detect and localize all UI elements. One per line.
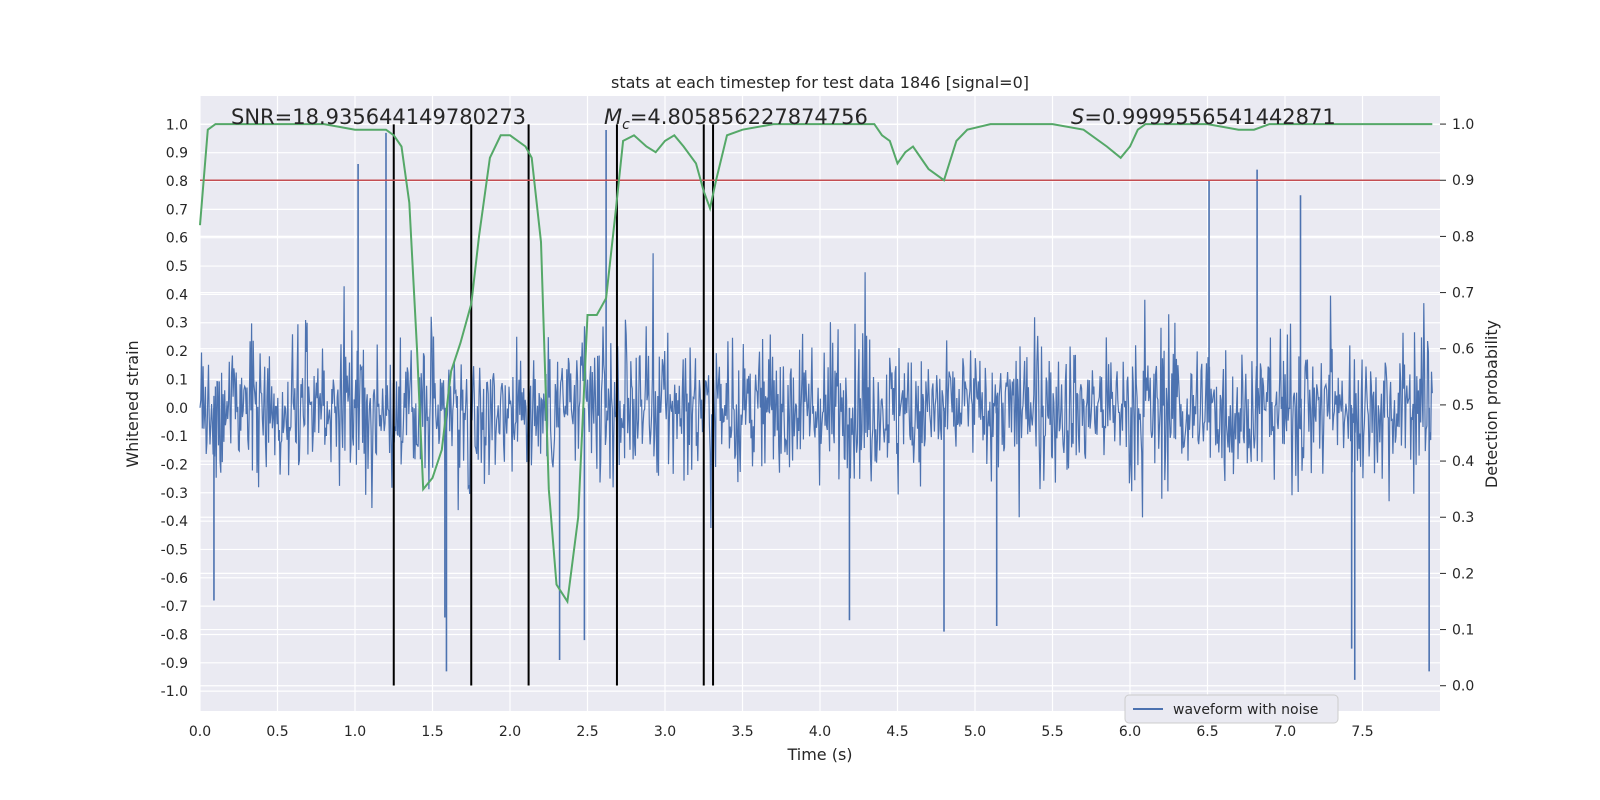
score-symbol: S bbox=[1071, 105, 1084, 129]
y-tick-label: -0.6 bbox=[161, 571, 188, 587]
y-tick-label-right: 0.3 bbox=[1452, 510, 1474, 526]
y-ticks-right: 1.0 0.9 0.8 0.7 0.6 0.5 0.4 0.3 0.2 0.1 0.0 bbox=[1440, 117, 1474, 695]
y-tick-label: 0.9 bbox=[166, 146, 188, 162]
y-tick-label: 0.7 bbox=[166, 202, 188, 218]
y-tick-label: 1.0 bbox=[166, 117, 188, 133]
y-tick-label: 0.4 bbox=[166, 287, 188, 303]
chirp-mass-annotation: Mc=4.805856227874756 bbox=[604, 105, 868, 133]
chart-title: stats at each timestep for test data 184… bbox=[611, 73, 1029, 92]
y-axis-label: Whitened strain bbox=[123, 340, 142, 467]
y-tick-label: 0.6 bbox=[166, 231, 188, 247]
legend-box bbox=[1124, 694, 1339, 724]
y-tick-label: -0.3 bbox=[161, 486, 188, 502]
y-tick-label: 0.1 bbox=[166, 372, 188, 388]
x-ticks: 0.0 0.5 1.0 1.5 2.0 2.5 3.0 3.5 4.0 4.5 5.0 5.5 6.0 6… bbox=[189, 724, 1374, 740]
legend-label: waveform with noise bbox=[1173, 702, 1318, 718]
x-tick-label: 1.0 bbox=[344, 724, 366, 740]
x-tick-label: 6.0 bbox=[1119, 724, 1141, 740]
y-axis-label-right: Detection probability bbox=[1482, 320, 1501, 488]
y-tick-label: -0.7 bbox=[161, 599, 188, 615]
x-tick-label: 0.0 bbox=[189, 724, 211, 740]
y-tick-label: 0.0 bbox=[166, 401, 188, 417]
noise-series bbox=[199, 130, 1433, 680]
chirp-mass-value: =4.805856227874756 bbox=[630, 105, 868, 129]
y-tick-label-right: 0.4 bbox=[1452, 454, 1474, 470]
y-ticks-left: 1.0 0.9 0.8 0.7 0.6 0.5 0.4 0.3 0.2 0.1 0.0 -0.1 -0.… bbox=[161, 117, 188, 700]
y-tick-label: -1.0 bbox=[161, 684, 188, 700]
x-tick-label: 4.5 bbox=[886, 724, 908, 740]
y-tick-label: 0.8 bbox=[166, 174, 188, 190]
y-tick-label: -0.1 bbox=[161, 429, 188, 445]
y-tick-label-right: 0.0 bbox=[1452, 679, 1474, 695]
y-tick-label: 0.2 bbox=[166, 344, 188, 360]
x-tick-label: 3.0 bbox=[654, 724, 676, 740]
y-tick-label-right: 0.1 bbox=[1452, 623, 1474, 639]
y-tick-label-right: 0.6 bbox=[1452, 342, 1474, 358]
y-tick-label-right: 0.8 bbox=[1452, 229, 1474, 245]
snr-annotation: SNR=18.935644149780273 bbox=[231, 105, 526, 129]
y-tick-label-right: 0.7 bbox=[1452, 286, 1474, 302]
noise-waveform bbox=[199, 253, 1433, 529]
y-tick-label-right: 1.0 bbox=[1452, 117, 1474, 133]
vertical-markers bbox=[392, 124, 715, 686]
x-tick-label: 2.5 bbox=[576, 724, 598, 740]
x-tick-label: 0.5 bbox=[266, 724, 288, 740]
x-tick-label: 5.5 bbox=[1041, 724, 1063, 740]
y-tick-label: -0.2 bbox=[161, 457, 188, 473]
chirp-mass-subscript: c bbox=[622, 117, 630, 133]
y-tick-label: 0.5 bbox=[166, 259, 188, 275]
x-tick-label: 2.0 bbox=[499, 724, 521, 740]
probability-series bbox=[199, 123, 1433, 605]
x-tick-label: 3.5 bbox=[731, 724, 753, 740]
x-tick-label: 5.0 bbox=[964, 724, 986, 740]
x-tick-label: 7.0 bbox=[1274, 724, 1296, 740]
y-tick-label: -0.5 bbox=[161, 542, 188, 558]
x-tick-label: 4.0 bbox=[809, 724, 831, 740]
y-tick-label: -0.4 bbox=[161, 514, 188, 530]
chirp-mass-symbol: M bbox=[604, 105, 622, 129]
y-tick-label-right: 0.5 bbox=[1452, 398, 1474, 414]
x-axis-label: Time (s) bbox=[786, 745, 852, 764]
probability-line bbox=[199, 123, 1433, 605]
y-tick-label: -0.9 bbox=[161, 656, 188, 672]
y-tick-label-right: 0.9 bbox=[1452, 173, 1474, 189]
y-tick-label-right: 0.2 bbox=[1452, 566, 1474, 582]
y-tick-label: -0.8 bbox=[161, 627, 188, 643]
x-tick-label: 1.5 bbox=[421, 724, 443, 740]
x-tick-label: 6.5 bbox=[1196, 724, 1218, 740]
legend: waveform with noise bbox=[1124, 694, 1339, 724]
score-value: =0.9999556541442871 bbox=[1084, 105, 1335, 129]
score-annotation: S=0.9999556541442871 bbox=[1071, 105, 1336, 129]
x-tick-label: 7.5 bbox=[1351, 724, 1373, 740]
y-tick-label: 0.3 bbox=[166, 316, 188, 332]
